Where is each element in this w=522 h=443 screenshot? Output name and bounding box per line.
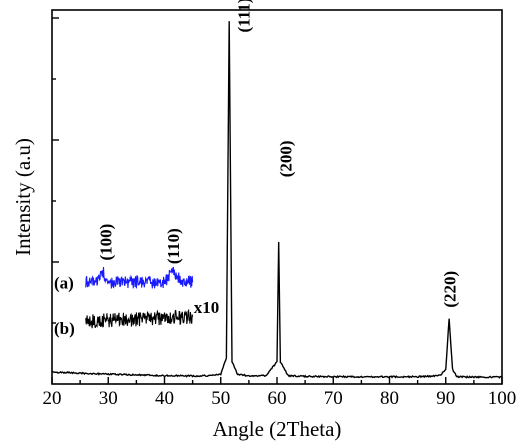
x-axis-title: Angle (2Theta) — [213, 417, 342, 441]
chart-labels: (111) (200) (220) (100) (110) (a) (b) x10 — [54, 0, 460, 338]
x-tick-label: 80 — [380, 388, 399, 409]
axis-ticks: 20 30 40 50 60 70 80 90 100 — [43, 18, 517, 409]
series-tag: (b) — [54, 319, 75, 338]
y-axis-title: Intensity (a.u) — [11, 138, 35, 256]
series-a-line — [86, 267, 193, 289]
x-tick-label: 90 — [436, 388, 455, 409]
x-tick-label: 50 — [211, 388, 230, 409]
peak-label: (100) — [96, 224, 115, 261]
x-tick-label: 20 — [43, 388, 62, 409]
peak-label: (110) — [164, 228, 183, 264]
series-b-line — [86, 310, 193, 328]
x-tick-label: 70 — [324, 388, 343, 409]
peak-label: (111) — [234, 0, 253, 32]
series-lines — [52, 21, 502, 378]
peak-label: (200) — [276, 140, 295, 177]
peak-label: (220) — [441, 271, 460, 308]
x-tick-label: 40 — [155, 388, 174, 409]
series-tag: (a) — [54, 273, 74, 292]
scale-note: x10 — [194, 298, 220, 317]
x-tick-label: 100 — [488, 388, 517, 409]
x-tick-label: 30 — [99, 388, 118, 409]
x-tick-label: 60 — [268, 388, 287, 409]
